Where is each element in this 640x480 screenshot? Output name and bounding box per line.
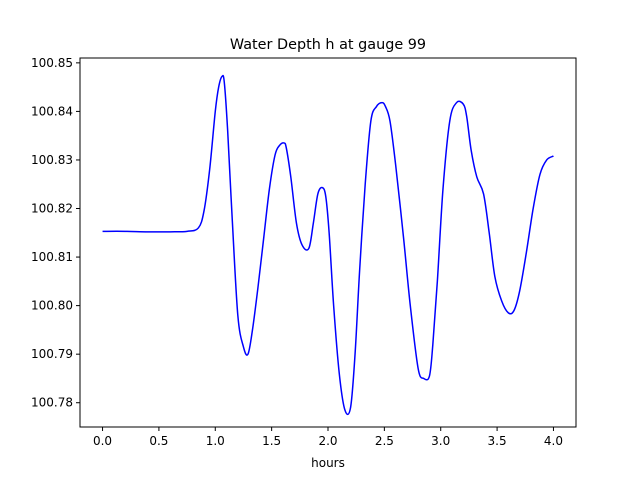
- x-tick-label: 0.0: [93, 434, 112, 448]
- x-axis-label: hours: [311, 456, 345, 470]
- x-tick-label: 2.0: [318, 434, 337, 448]
- y-tick-label: 100.82: [31, 202, 73, 216]
- x-axis: 0.0 0.5 1.0 1.5 2.0 2.5 3.0 3.5 4.0: [93, 427, 563, 448]
- y-tick-label: 100.85: [31, 56, 73, 70]
- y-tick-label: 100.79: [31, 347, 73, 361]
- y-tick-label: 100.81: [31, 250, 73, 264]
- x-tick-label: 3.0: [431, 434, 450, 448]
- series-line-0: [102, 74, 554, 416]
- x-tick-label: 4.0: [544, 434, 563, 448]
- y-tick-label: 100.78: [31, 396, 73, 410]
- chart-title: Water Depth h at gauge 99: [230, 37, 426, 53]
- x-tick-label: 0.5: [149, 434, 168, 448]
- x-tick-label: 1.5: [262, 434, 281, 448]
- y-tick-label: 100.80: [31, 299, 73, 313]
- x-tick-label: 2.5: [375, 434, 394, 448]
- x-tick-label: 1.0: [206, 434, 225, 448]
- y-tick-label: 100.83: [31, 153, 73, 167]
- plot-area: [102, 74, 554, 416]
- x-tick-label: 3.5: [488, 434, 507, 448]
- y-axis: 100.78 100.79 100.80 100.81 100.82 100.83 100.…: [31, 56, 80, 410]
- y-tick-label: 100.84: [31, 104, 73, 118]
